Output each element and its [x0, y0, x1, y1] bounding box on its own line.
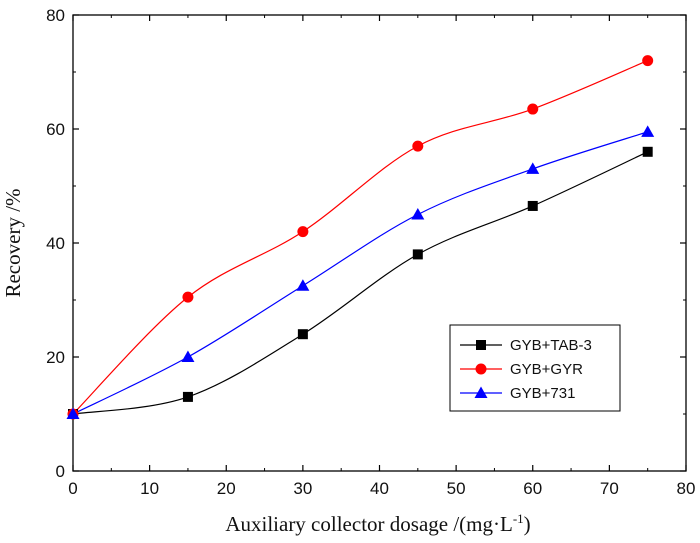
x-axis-title: Auxiliary collector dosage /(mg·L-1): [225, 511, 530, 536]
data-point-triangle: [66, 407, 80, 419]
data-point-square: [527, 200, 538, 211]
data-point-triangle: [526, 162, 540, 174]
x-tick-label: 30: [293, 479, 312, 498]
data-point-square: [412, 249, 423, 260]
x-tick-label: 60: [523, 479, 542, 498]
data-point-triangle: [641, 125, 655, 137]
y-axis-title: Recovery /%: [1, 188, 25, 297]
y-tick-label: 20: [46, 348, 65, 367]
x-tick-label: 20: [217, 479, 236, 498]
data-point-circle: [297, 226, 309, 238]
data-point-circle: [182, 291, 194, 303]
tick-labels: 0 10 20 30 40 50 60 70 80 0 20 40 60 80: [46, 6, 695, 498]
axis-ticks: [72, 14, 687, 472]
legend-label: GYB+GYR: [510, 361, 583, 378]
data-point-triangle: [181, 350, 195, 362]
series-markers: [66, 55, 655, 420]
y-tick-label: 60: [46, 120, 65, 139]
legend: GYB+TAB-3 GYB+GYR GYB+731: [449, 324, 621, 412]
y-tick-label: 40: [46, 234, 65, 253]
data-point-circle: [412, 140, 424, 152]
x-tick-label: 70: [600, 479, 619, 498]
x-tick-label: 40: [370, 479, 389, 498]
legend-label: GYB+731: [510, 385, 575, 402]
legend-marker: [476, 340, 486, 350]
legend-marker: [475, 363, 487, 375]
data-point-circle: [527, 103, 539, 115]
data-point-square: [642, 146, 653, 157]
x-tick-label: 80: [677, 479, 696, 498]
data-point-circle: [642, 55, 654, 67]
data-point-triangle: [296, 279, 310, 291]
x-tick-label: 0: [68, 479, 77, 498]
legend-label: GYB+TAB-3: [510, 337, 592, 354]
series-line-1: [72, 60, 648, 415]
x-tick-label: 50: [447, 479, 466, 498]
legend-marker: [474, 386, 488, 398]
data-point-square: [182, 391, 193, 402]
y-tick-label: 0: [56, 462, 65, 481]
series-line-0: [72, 151, 648, 415]
y-tick-label: 80: [46, 6, 65, 25]
data-point-triangle: [411, 208, 425, 220]
series-line-2: [72, 131, 648, 415]
data-point-square: [297, 329, 308, 340]
x-tick-label: 10: [140, 479, 159, 498]
series-lines: [72, 60, 648, 415]
